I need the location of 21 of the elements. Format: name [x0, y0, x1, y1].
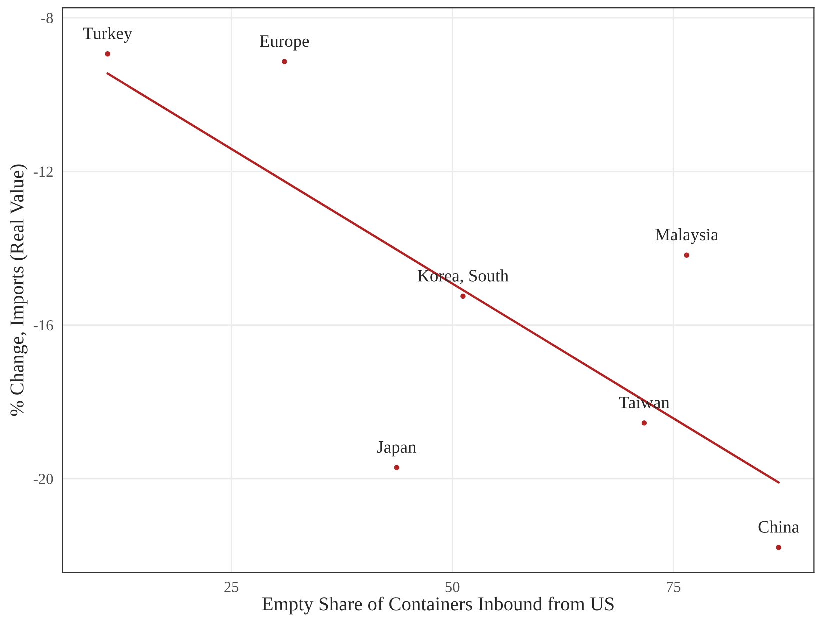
point	[282, 59, 288, 64]
annotation: Malaysia	[656, 228, 718, 244]
x-axis-title: Empty Share of Containers Inbound from US	[262, 596, 614, 615]
annotation: Japan	[378, 442, 416, 457]
y-tick-label: -12	[34, 166, 53, 177]
annotation: Europe	[260, 36, 310, 51]
point	[460, 294, 466, 300]
y-tick-label: -20	[34, 474, 54, 484]
x-tick-label: 25	[224, 582, 239, 592]
annotation: China	[758, 520, 800, 533]
y-tick-label: -16	[34, 320, 54, 331]
y-axis-title: % Change, Imports (Real Value)	[10, 164, 28, 416]
point	[105, 52, 110, 57]
point	[776, 545, 782, 550]
point	[642, 420, 648, 426]
annotation: Turkey	[83, 27, 133, 44]
point	[394, 465, 400, 470]
point	[684, 252, 690, 258]
x-tick-label: 75	[666, 582, 681, 592]
x-tick-label: 50	[446, 582, 460, 592]
y-tick-label: -8	[42, 13, 54, 24]
